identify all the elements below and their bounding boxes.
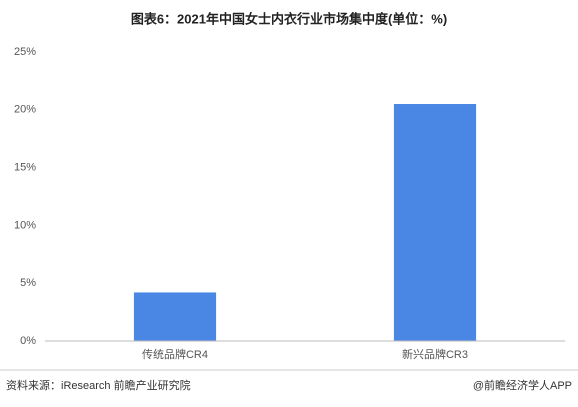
bar xyxy=(133,292,217,341)
x-tick-label: 新兴品牌CR3 xyxy=(402,347,468,361)
y-tick-label: 20% xyxy=(14,104,36,116)
y-tick-label: 10% xyxy=(14,219,36,231)
chart-title: 图表6：2021年中国女士内衣行业市场集中度(单位：%) xyxy=(131,11,447,26)
source-note: 资料来源：iResearch 前瞻产业研究院 xyxy=(6,378,191,392)
y-tick-label: 25% xyxy=(14,46,36,58)
y-tick-label: 5% xyxy=(20,277,36,289)
x-tick-label: 传统品牌CR4 xyxy=(142,347,208,361)
y-tick-label: 0% xyxy=(20,335,36,347)
bar xyxy=(393,104,477,342)
y-tick-label: 15% xyxy=(14,162,36,174)
credit: @前瞻经济学人APP xyxy=(473,378,572,392)
